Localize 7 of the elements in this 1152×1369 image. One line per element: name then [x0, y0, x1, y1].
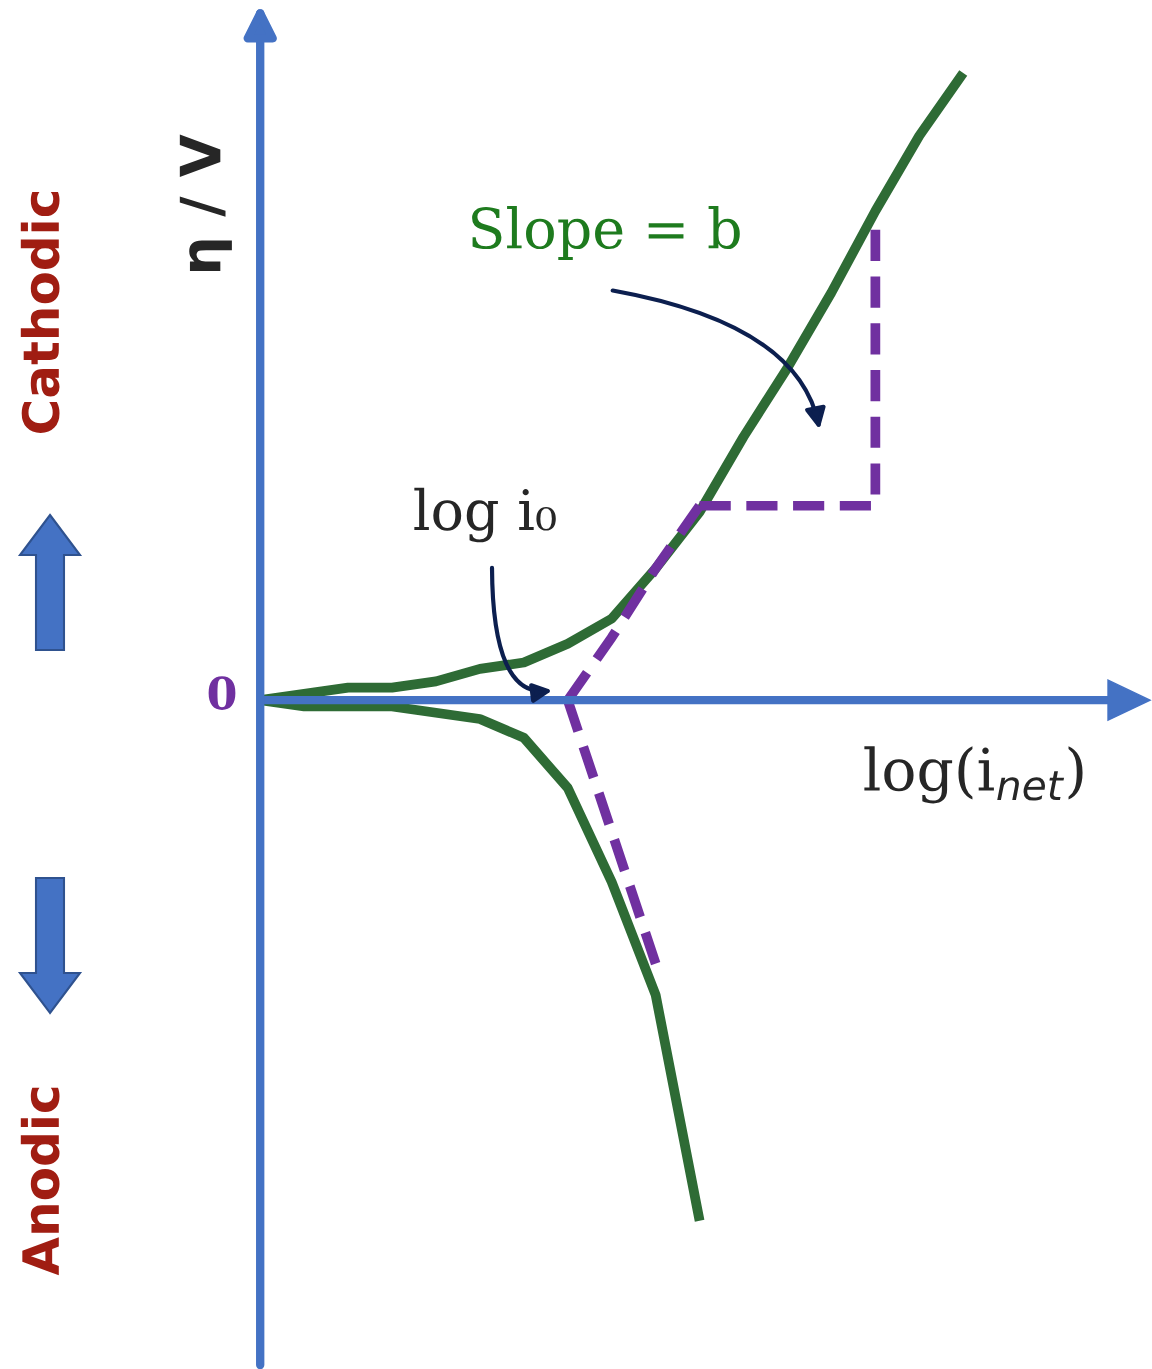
- annotation: Slope = b: [472, 206, 740, 260]
- x-axis-title: log(i$_{net}$): [864, 746, 1083, 804]
- text: Cathodic: [20, 191, 60, 433]
- text: 0: [208, 676, 236, 710]
- text: Anodic: [20, 1087, 60, 1276]
- annotation: log i₀: [414, 487, 556, 543]
- y-axis-title: η / V: [179, 134, 232, 272]
